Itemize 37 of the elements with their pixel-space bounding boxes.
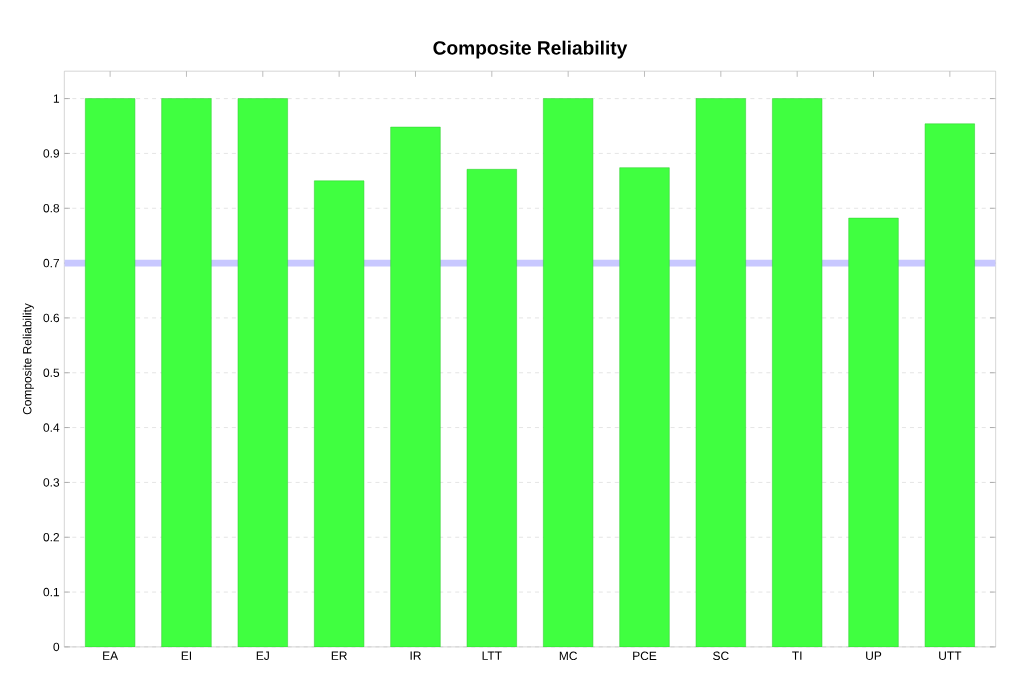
y-tick-label: 0.5 — [43, 368, 60, 378]
x-tick-label: EJ — [256, 651, 269, 661]
x-tick-label: TI — [792, 651, 802, 660]
x-tick-label: EI — [181, 651, 192, 660]
bar — [161, 98, 212, 648]
bar — [695, 98, 746, 648]
bar — [390, 126, 441, 648]
y-tick-label: 0.8 — [43, 204, 60, 213]
x-tick-label: ER — [331, 651, 347, 660]
y-tick-label: 0.6 — [43, 313, 60, 323]
bar — [924, 123, 975, 648]
x-tick-label: SC — [713, 651, 729, 661]
x-tick-label: MC — [559, 651, 578, 661]
bar — [466, 169, 517, 648]
x-tick-label: IR — [410, 651, 421, 660]
bar — [314, 180, 365, 648]
y-tick-label: 1 — [53, 94, 60, 103]
bar — [848, 217, 899, 648]
x-tick-label: UTT — [939, 651, 962, 661]
y-tick-label: 0.9 — [43, 149, 60, 158]
x-tick-label: PCE — [633, 651, 657, 661]
x-tick-label: UP — [866, 651, 882, 661]
y-tick-label: 0.3 — [43, 478, 60, 487]
y-axis-title: Composite Reliability — [22, 303, 34, 415]
y-tick-label: 0.1 — [43, 587, 60, 597]
bar — [619, 167, 670, 648]
bar — [543, 98, 594, 648]
chart-title: Composite Reliability — [433, 40, 628, 59]
x-tick-label: LTT — [482, 651, 502, 660]
bar — [772, 98, 823, 648]
x-tick-label: EA — [103, 651, 119, 660]
y-tick-label: 0 — [53, 642, 60, 652]
y-tick-label: 0.7 — [43, 258, 60, 268]
y-tick-label: 0.2 — [43, 533, 60, 542]
y-tick-label: 0.4 — [43, 423, 60, 432]
bar — [85, 98, 136, 648]
bar — [237, 98, 288, 648]
